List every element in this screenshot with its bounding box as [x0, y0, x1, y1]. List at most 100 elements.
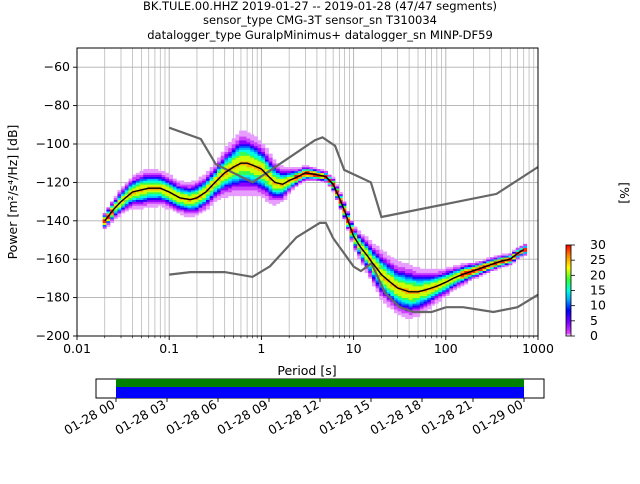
heatmap-cell: [405, 293, 410, 296]
heatmap-cell: [213, 193, 218, 197]
heatmap-cell: [401, 286, 406, 289]
heatmap-cell: [231, 159, 236, 162]
heatmap-cell: [224, 153, 229, 156]
heatmap-cell: [205, 197, 210, 200]
heatmap-cell: [146, 186, 151, 189]
heatmap-cell: [194, 192, 199, 195]
heatmap-cell: [445, 288, 450, 291]
heatmap-cell: [508, 259, 513, 262]
heatmap-cell: [416, 272, 421, 275]
heatmap-cell: [508, 263, 513, 266]
heatmap-cell: [217, 161, 222, 164]
heatmap-cell: [430, 303, 435, 306]
heatmap-cell: [198, 176, 203, 179]
heatmap-cell: [438, 291, 443, 295]
heatmap-cell: [250, 159, 255, 162]
heatmap-cell: [268, 170, 273, 174]
heatmap-cell: [441, 288, 446, 291]
heatmap-cell: [158, 203, 163, 206]
heatmap-cell: [158, 193, 163, 197]
heatmap-cell: [338, 193, 343, 197]
heatmap-cell: [239, 192, 244, 195]
heatmap-cell: [464, 263, 469, 266]
heatmap-cell: [305, 165, 310, 168]
heatmap-cell: [253, 182, 258, 185]
x-tick-label: 10: [346, 341, 362, 356]
heatmap-cell: [106, 211, 111, 214]
heatmap-cell: [272, 197, 277, 200]
heatmap-cell: [419, 299, 424, 302]
heatmap-cell: [301, 178, 306, 181]
heatmap-cell: [224, 174, 229, 177]
heatmap-cell: [183, 203, 188, 206]
heatmap-cell: [272, 159, 277, 162]
heatmap-cell: [205, 199, 210, 202]
heatmap-cell: [231, 157, 236, 160]
heatmap-cell: [224, 167, 229, 170]
heatmap-cell: [412, 276, 417, 279]
heatmap-cell: [268, 155, 273, 158]
heatmap-cell: [139, 197, 144, 200]
heatmap-cell: [493, 261, 498, 264]
heatmap-cell: [150, 180, 155, 183]
heatmap-cell: [471, 268, 476, 272]
heatmap-cell: [412, 282, 417, 285]
heatmap-cell: [279, 176, 284, 179]
heatmap-cell: [257, 192, 262, 195]
heatmap-cell: [235, 168, 240, 172]
heatmap-cell: [390, 261, 395, 264]
heatmap-cell: [386, 286, 391, 289]
heatmap-cell: [364, 241, 369, 245]
heatmap-cell: [224, 157, 229, 160]
heatmap-cell: [169, 174, 174, 177]
heatmap-cell: [253, 142, 258, 145]
heatmap-cell: [235, 157, 240, 160]
heatmap-cell: [121, 203, 126, 206]
heatmap-cell: [283, 170, 288, 174]
heatmap-cell: [246, 134, 251, 137]
heatmap-cell: [382, 264, 387, 268]
heatmap-cell: [198, 182, 203, 185]
heatmap-cell: [397, 309, 402, 312]
heatmap-cell: [438, 299, 443, 302]
heatmap-cell: [191, 186, 196, 189]
heatmap-cell: [382, 266, 387, 270]
heatmap-cell: [423, 293, 428, 296]
heatmap-cell: [250, 182, 255, 185]
heatmap-cell: [202, 201, 207, 204]
heatmap-cell: [250, 134, 255, 137]
heatmap-cell: [110, 215, 115, 218]
heatmap-cell: [382, 272, 387, 275]
heatmap-cell: [128, 205, 133, 208]
heatmap-cell: [154, 197, 159, 200]
heatmap-cell: [489, 266, 494, 270]
heatmap-cell: [272, 201, 277, 204]
heatmap-cell: [394, 282, 399, 285]
heatmap-cell: [430, 293, 435, 296]
heatmap-cell: [250, 161, 255, 164]
heatmap-cell: [242, 165, 247, 168]
heatmap-cell: [405, 280, 410, 283]
heatmap-cell: [231, 147, 236, 151]
heatmap-cell: [349, 226, 354, 229]
heatmap-cell: [386, 288, 391, 291]
timeline-bar-processed: [116, 387, 524, 398]
heatmap-cell: [239, 182, 244, 185]
heatmap-cell: [394, 289, 399, 293]
heatmap-cell: [357, 241, 362, 245]
heatmap-cell: [386, 284, 391, 287]
heatmap-cell: [390, 293, 395, 296]
heatmap-cell: [250, 174, 255, 177]
heatmap-cell: [394, 263, 399, 266]
heatmap-cell: [489, 257, 494, 260]
heatmap-cell: [405, 286, 410, 289]
heatmap-cell: [475, 272, 480, 275]
heatmap-cell: [464, 282, 469, 285]
heatmap-cell: [460, 282, 465, 285]
heatmap-cell: [386, 257, 391, 260]
heatmap-cell: [257, 182, 262, 185]
heatmap-cell: [194, 209, 199, 212]
heatmap-cell: [331, 176, 336, 179]
heatmap-cell: [264, 157, 269, 160]
heatmap-cell: [150, 178, 155, 181]
